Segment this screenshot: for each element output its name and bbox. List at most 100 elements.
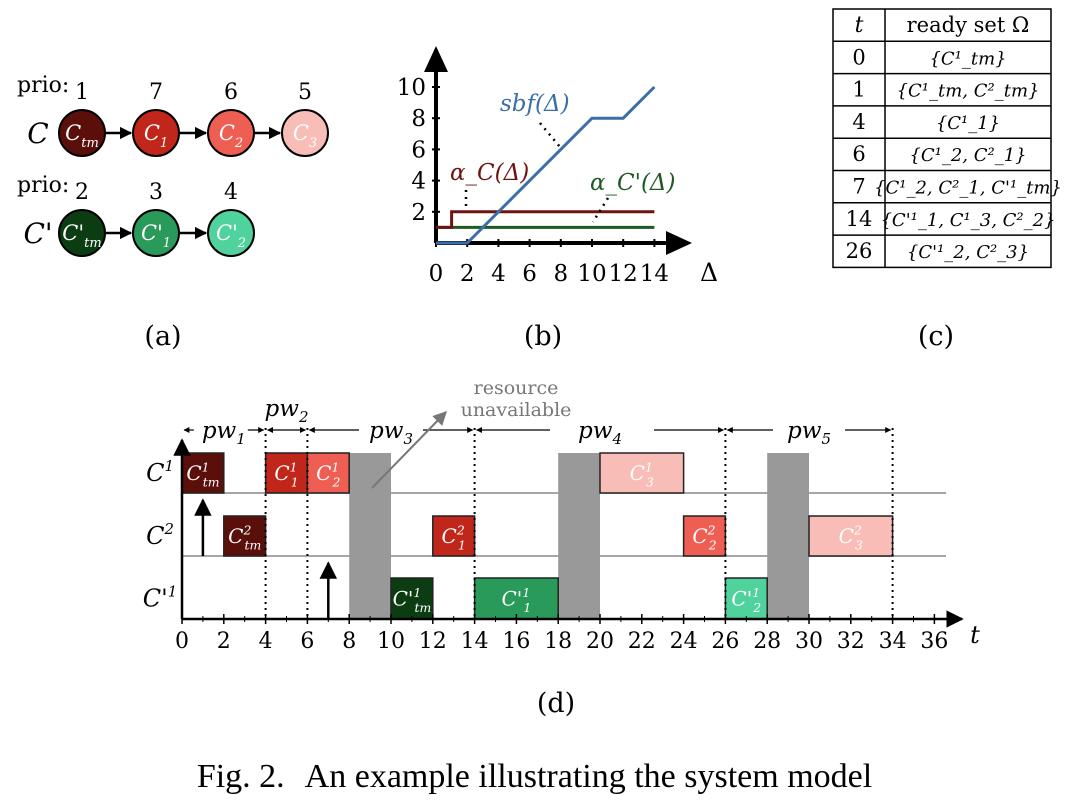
pw-index: 3 <box>403 430 413 448</box>
x-tick-label: 12 <box>609 261 638 287</box>
panel-d-label: (d) <box>537 688 575 719</box>
x-tick-label: 2 <box>460 261 475 287</box>
label-base: C <box>219 121 235 145</box>
label-sub: tm <box>203 475 220 490</box>
label-sub: 2 <box>332 475 341 490</box>
x-axis-label: Δ <box>700 258 718 287</box>
row-label: C'1 <box>143 582 177 612</box>
label-base: C <box>65 121 81 145</box>
label-sub: tm <box>414 600 431 615</box>
task-priority: 3 <box>149 180 163 205</box>
job-label: C2 tm <box>228 523 261 553</box>
task-node <box>281 109 329 157</box>
x-axis-arrowhead <box>666 231 692 255</box>
chain-name: C <box>27 117 48 150</box>
label-sub: 3 <box>309 136 317 151</box>
label-sub: tm <box>245 538 262 553</box>
table-cell-ready-set: {C¹_tm, C²_tm} <box>897 81 1040 102</box>
figure-caption: Fig. 2. An example illustrating the syste… <box>0 758 1069 796</box>
panel-c-ready-set-table: t ready set Ω 0 {C¹_tm} 1 {C¹_tm, C²_tm} 4 {C¹_… <box>832 8 1062 269</box>
label-sup: 2 <box>163 520 173 538</box>
label-sub: tm <box>81 136 99 151</box>
label-sup: 1 <box>168 582 177 600</box>
task-priority: 6 <box>224 80 238 105</box>
job-label: C'1 2 <box>731 585 761 615</box>
table-header-t: t <box>855 13 864 38</box>
row-label: C2 <box>146 520 174 550</box>
label-sup: 2 <box>242 523 251 538</box>
label-base: C' <box>141 221 163 245</box>
label-sub: 3 <box>855 538 863 553</box>
time-tick-label: 0 <box>175 629 189 654</box>
resource-unavailable-block <box>349 453 391 619</box>
label-base: C <box>293 121 309 145</box>
job-label: C2 2 <box>692 523 716 553</box>
label-sup: 1 <box>645 460 653 475</box>
time-tick-label: 32 <box>837 629 865 654</box>
job-bar <box>223 515 267 557</box>
table-cell-ready-set: {C'¹_2, C²_3} <box>907 242 1029 263</box>
pw-index: 5 <box>821 430 831 448</box>
x-tick-label: 8 <box>553 261 568 287</box>
label-sup: 1 <box>413 585 421 600</box>
task-node <box>132 109 180 157</box>
job-label: C2 1 <box>442 523 466 553</box>
prio-prefix: prio: <box>17 73 69 98</box>
label-base: C <box>692 524 707 548</box>
time-tick-label: 28 <box>753 629 781 654</box>
annotation-line-2: unavailable <box>461 399 572 421</box>
table-cell-time: 7 <box>852 175 865 199</box>
job-label: C1 3 <box>630 460 654 490</box>
label-sup: 1 <box>752 585 760 600</box>
caption-text: An example illustrating the system model <box>304 758 873 795</box>
x-tick-label: 14 <box>640 261 669 287</box>
job-bar <box>390 577 434 620</box>
y-tick-label: 8 <box>411 106 426 132</box>
task-priority: 4 <box>224 180 238 205</box>
time-tick-label: 26 <box>711 629 739 654</box>
table-cell-ready-set: {C¹_tm} <box>929 48 1006 69</box>
task-label: C1 <box>144 121 168 151</box>
label-sub: 1 <box>458 538 466 553</box>
job-bar <box>599 452 685 494</box>
leader-dots <box>591 197 610 223</box>
label-sub: 2 <box>234 136 243 151</box>
series-line <box>436 85 656 245</box>
table-cell-ready-set: {C'¹_1, C¹_3, C²_2} <box>880 210 1055 231</box>
y-tick-label: 4 <box>411 169 426 195</box>
y-tick-label: 10 <box>397 75 426 101</box>
time-tick-label: 24 <box>670 629 698 654</box>
series-line <box>436 210 655 229</box>
time-tick-label: 20 <box>586 629 614 654</box>
label-sup: 1 <box>202 460 210 475</box>
job-bar <box>306 452 350 494</box>
pw-label: pw4 <box>578 418 622 448</box>
task-node <box>207 109 255 157</box>
time-tick-label: 10 <box>377 629 405 654</box>
time-tick-label: 30 <box>795 629 823 654</box>
label-base: C' <box>62 221 84 245</box>
label-base: C' <box>502 587 523 611</box>
time-tick-label: 36 <box>920 629 948 654</box>
table-header-ready-set: ready set Ω <box>907 13 1030 37</box>
annotation-arrow <box>371 410 447 489</box>
table-cell-time: 1 <box>852 78 865 102</box>
task-priority: 7 <box>149 80 163 105</box>
label-sub: 3 <box>646 475 654 490</box>
time-axis-label: t <box>970 621 980 649</box>
panel-a-label: (a) <box>144 321 181 352</box>
table-cell-time: 4 <box>852 110 865 134</box>
leader-dots <box>539 122 561 148</box>
job-bar <box>181 452 225 494</box>
panel-d-schedule: C1 tm C1 1 C1 2 C1 3C2 tm C2 1 C2 2 C2 3C'1 tm C'1 1 C'1 2C… <box>143 377 980 654</box>
x-tick-label: 6 <box>522 261 537 287</box>
pw-index: 2 <box>298 408 309 426</box>
time-tick-label: 8 <box>342 629 356 654</box>
task-priority: 1 <box>75 80 89 105</box>
label-base: C <box>146 522 164 550</box>
x-tick-label: 4 <box>491 261 506 287</box>
label-base: C <box>316 461 331 485</box>
